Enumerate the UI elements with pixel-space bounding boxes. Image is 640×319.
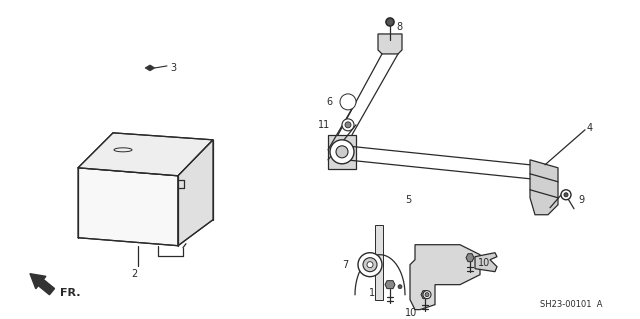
Text: 2: 2 [131,269,137,279]
Text: 1: 1 [369,288,375,298]
Circle shape [358,253,382,277]
Text: 5: 5 [405,195,411,205]
Circle shape [342,119,354,131]
Text: 4: 4 [587,123,593,133]
Text: 9: 9 [578,195,584,205]
Polygon shape [421,291,429,299]
Polygon shape [466,254,474,262]
Text: 10: 10 [405,308,417,318]
Text: FR.: FR. [60,288,81,298]
Circle shape [330,140,354,164]
Text: 8: 8 [396,22,402,32]
Text: 6: 6 [326,97,332,107]
Text: SH23-00101  A: SH23-00101 A [540,300,602,309]
Polygon shape [328,135,356,169]
Circle shape [340,94,356,110]
Circle shape [343,97,353,107]
Circle shape [398,285,402,289]
Polygon shape [78,133,213,176]
Circle shape [564,193,568,197]
Circle shape [425,293,429,297]
Polygon shape [378,34,402,54]
Polygon shape [475,253,497,272]
Polygon shape [530,160,558,215]
Polygon shape [410,245,480,310]
Circle shape [561,190,571,200]
Polygon shape [178,140,213,246]
Text: 11: 11 [318,120,330,130]
Circle shape [345,122,351,128]
Polygon shape [78,168,178,246]
Polygon shape [114,148,132,152]
Text: 3: 3 [170,63,176,73]
Polygon shape [385,281,395,289]
Circle shape [363,258,377,272]
Circle shape [423,291,431,299]
Circle shape [367,262,373,268]
Circle shape [386,18,394,26]
Text: 10: 10 [478,258,490,268]
Circle shape [336,146,348,158]
Text: 7: 7 [342,260,348,270]
Polygon shape [145,65,155,71]
Polygon shape [375,225,383,300]
FancyArrow shape [30,274,54,295]
